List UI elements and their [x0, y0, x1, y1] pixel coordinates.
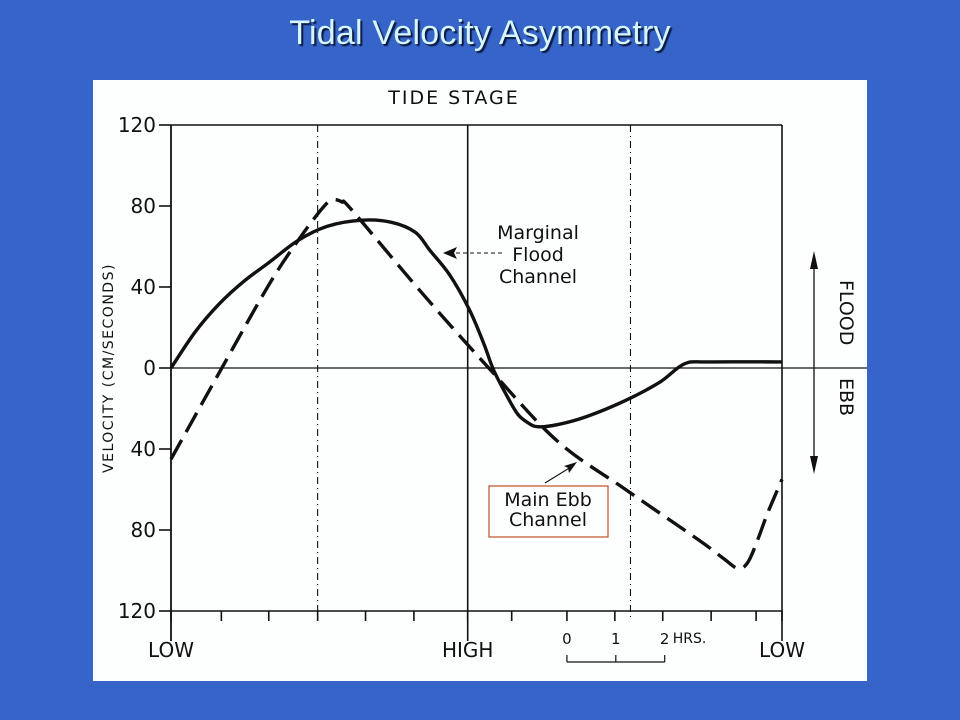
tidal-velocity-chart: 120 80 40 0 40 80 120 LOW HIGH LOW 0 1 2 HRS. Margin… — [101, 87, 867, 663]
annotation-marginal-flood-label: Marginal — [497, 222, 579, 244]
plot-frame — [170, 124, 867, 641]
arrow-up-right-icon — [564, 462, 577, 473]
y-tick-label: 40 — [131, 275, 156, 299]
flood-direction-label: FLOOD — [835, 280, 857, 345]
y-axis-label: VELOCITY (CM/SECONDS) — [101, 263, 117, 473]
series-main-ebb-channel — [169, 197, 784, 571]
y-tick-label: 120 — [118, 599, 156, 623]
x-axis: LOW HIGH LOW 0 1 2 HRS. — [148, 611, 805, 663]
arrow-left-icon — [443, 247, 457, 259]
x-stage-label: LOW — [759, 638, 805, 662]
annotation-main-ebb-label: Channel — [509, 509, 587, 531]
chart-panel: 120 80 40 0 40 80 120 LOW HIGH LOW 0 1 2 HRS. Margin… — [93, 80, 867, 681]
arrow-up-icon — [810, 251, 818, 269]
annotation-leader-line — [544, 466, 572, 484]
annotation-marginal-flood-label: Channel — [499, 266, 577, 288]
y-tick-label: 120 — [118, 113, 156, 137]
hour-scale-label: 1 — [611, 630, 621, 648]
hour-scale-label: 0 — [562, 630, 572, 648]
arrow-down-icon — [810, 456, 818, 474]
hour-scale-label: 2 — [660, 630, 670, 648]
y-tick-label: 40 — [131, 437, 156, 461]
annotation-box — [488, 485, 609, 538]
hour-scale-unit: HRS. — [673, 631, 707, 647]
annotation-marginal-flood-label: Flood — [512, 244, 564, 266]
series-group — [169, 197, 784, 571]
x-stage-label: LOW — [148, 638, 194, 662]
series-marginal-flood-channel — [169, 218, 783, 429]
y-tick-label: 80 — [131, 518, 156, 542]
chart-title: TIDE STAGE — [387, 87, 519, 109]
y-tick-label: 80 — [131, 194, 156, 218]
x-stage-label: HIGH — [442, 638, 493, 662]
y-tick-label: 0 — [143, 356, 156, 380]
y-axis: 120 80 40 0 40 80 120 — [118, 113, 171, 623]
ebb-direction-label: EBB — [835, 378, 857, 416]
slide-title: Tidal Velocity Asymmetry — [289, 14, 671, 52]
annotation-main-ebb-label: Main Ebb — [504, 489, 592, 511]
reference-lines — [317, 125, 632, 619]
